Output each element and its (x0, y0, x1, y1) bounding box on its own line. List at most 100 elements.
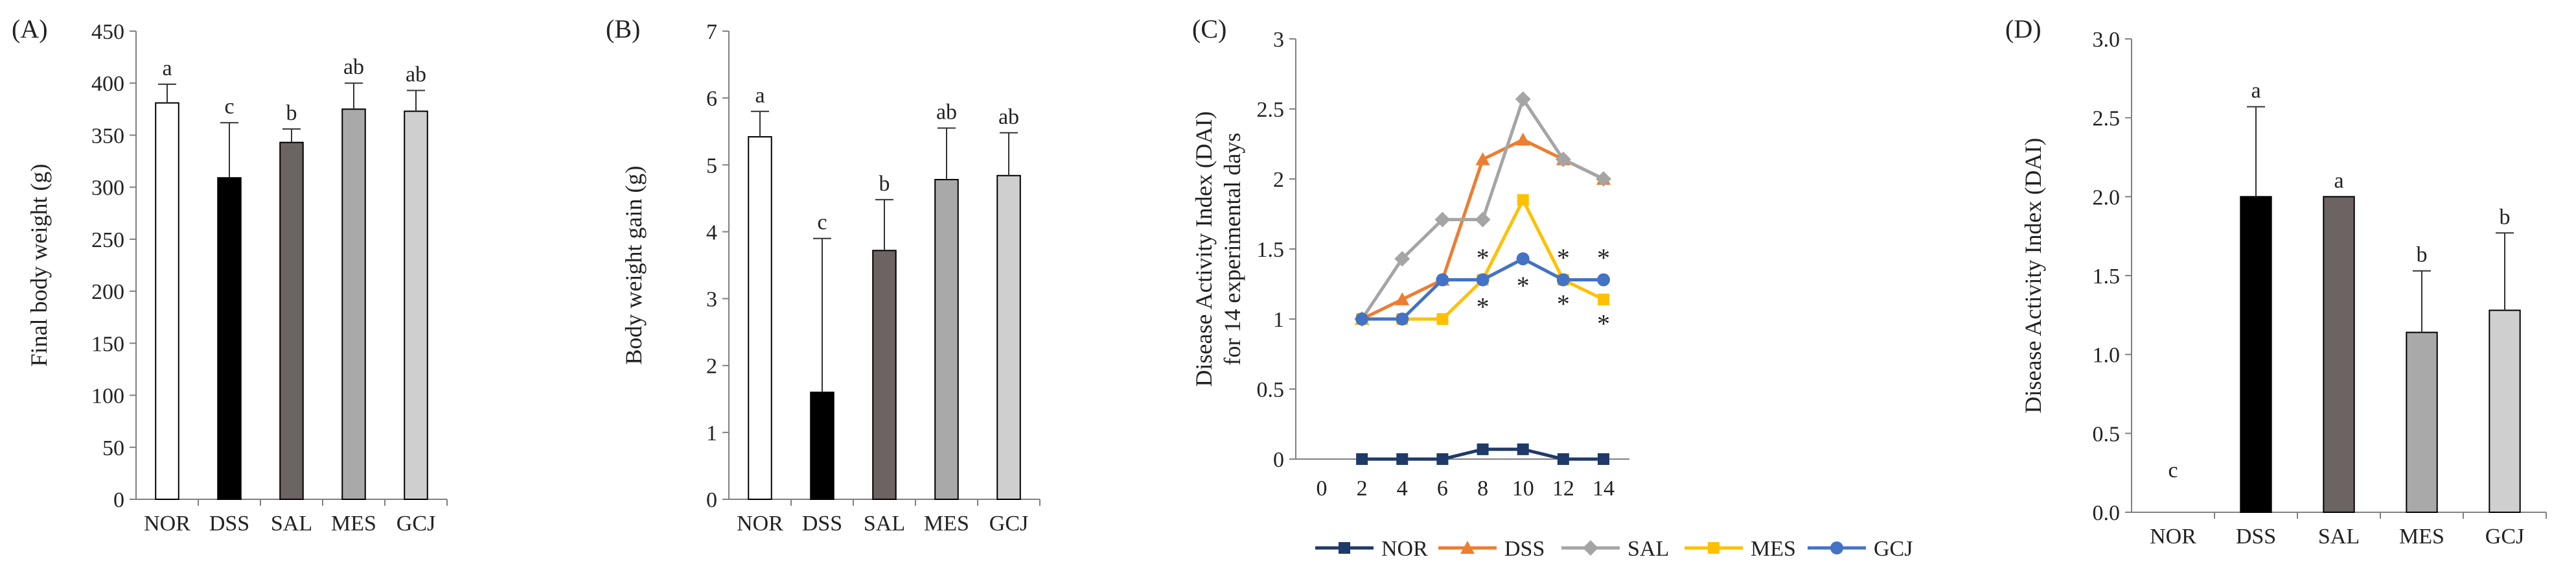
panel-3-marker-nor (1477, 443, 1489, 455)
panel-3-xtick-label: 4 (1397, 477, 1408, 501)
panel-1-bar-gcj (404, 110, 428, 500)
panel-2-ytick-label: 0 (706, 488, 717, 512)
panel-2-xtick-label: DSS (802, 512, 842, 536)
panel-4-letter-sal: a (2334, 169, 2343, 193)
panel-3-xtick-label: 14 (1593, 477, 1615, 501)
panel-2-xtick-label: MES (924, 512, 969, 536)
panel-2-xtick-label: SAL (864, 512, 905, 536)
panel-3-marker-mes (1517, 194, 1529, 206)
panel-1-bar-mes (341, 108, 366, 501)
panel-2-ytick-label: 6 (706, 87, 717, 111)
panel-1-bar-sal (279, 141, 304, 501)
panel-3-significance-star: * (1517, 271, 1530, 300)
panel-1-ytick-label: 150 (91, 332, 124, 356)
panel-3-marker-dss (1475, 152, 1490, 165)
panel-1-ytick-label: 50 (102, 436, 124, 460)
panel-1-letter-mes: ab (343, 55, 364, 79)
panel-4-ytick-label: 1.5 (2093, 265, 2121, 289)
panel-3-marker-gcj (1556, 273, 1570, 287)
panel-1-ytick-label: 400 (91, 72, 124, 96)
panel-3-marker-gcj (1597, 273, 1610, 287)
panel-2-bar-gcj (996, 174, 1021, 500)
panel-3-xtick-label: 10 (1512, 477, 1534, 501)
panel-1-letter-sal: b (286, 101, 297, 125)
panel-3-marker-gcj (1476, 273, 1489, 287)
panel-2-letter-nor: a (755, 84, 765, 108)
panel-1-xtick-label: SAL (271, 512, 312, 536)
panel-4-label: (D) (2005, 14, 2041, 43)
panel-3-legend-label-gcj: GCJ (1874, 537, 1913, 561)
panel-3-significance-star: * (1477, 243, 1489, 272)
panel-2-xtick-label: NOR (737, 512, 783, 536)
panel-3-xtick-label: 6 (1437, 477, 1448, 501)
panel-3-ytick-label: 3 (1273, 28, 1284, 52)
panel-3-label: (C) (1192, 14, 1226, 43)
panel-2-letter-gcj: ab (998, 105, 1019, 129)
panel-1-ytick-label: 350 (91, 124, 124, 148)
panel-1-ytick-label: 200 (91, 280, 124, 304)
panel-3-legend-label-nor: NOR (1381, 537, 1428, 561)
panel-4-letter-nor: c (2168, 458, 2178, 482)
panel-1-xtick-label: MES (331, 512, 376, 536)
panel-4-letter-dss: a (2251, 79, 2260, 103)
panel-3-legend-label-dss: DSS (1504, 537, 1545, 561)
panel-3-ytick-label: 1.5 (1257, 238, 1285, 262)
panel-3-xtick-label: 8 (1477, 477, 1488, 501)
panel-2-ytick-label: 1 (706, 421, 717, 445)
panel-3-marker-nor (1396, 453, 1409, 465)
panel-3-significance-star: * (1477, 292, 1489, 321)
panel-3-marker-nor (1517, 443, 1529, 455)
panel-3-legend-marker-mes (1708, 542, 1719, 554)
panel-3-marker-gcj (1355, 313, 1369, 326)
panel-3-marker-nor (1436, 453, 1449, 465)
panel-3-marker-mes (1598, 293, 1609, 305)
panel-3-legend-marker-nor (1339, 542, 1350, 554)
panel-3-legend-marker-dss (1460, 541, 1475, 554)
panel-4-bar-dss (2240, 196, 2272, 513)
panel-2-letter-sal: b (879, 172, 890, 196)
panel-2-ytick-label: 4 (706, 220, 717, 244)
panel-3-marker-mes (1436, 313, 1449, 325)
panel-4-ylabel: Disease Activity Index (DAI) (2020, 138, 2046, 414)
panel-4-xtick-label: NOR (2150, 525, 2196, 549)
panel-3-marker-gcj (1396, 313, 1409, 326)
panel-4-ytick-label: 2.0 (2093, 185, 2121, 209)
panel-2-letter-mes: ab (936, 101, 957, 124)
panel-3-significance-star: * (1597, 309, 1610, 338)
panel-3-legend-marker-sal (1583, 540, 1598, 556)
panel-3-legend-marker-gcj (1830, 541, 1843, 554)
panel-1-xtick-label: GCJ (397, 512, 435, 536)
panel-1-xtick-label: DSS (209, 512, 249, 536)
panel-1-ytick-label: 100 (91, 385, 124, 409)
panel-3-ytick-label: 1 (1273, 308, 1284, 332)
panel-4-ytick-label: 0.0 (2093, 501, 2121, 525)
panel-1-ylabel: Final body weight (g) (26, 164, 52, 367)
panel-1-letter-gcj: ab (406, 62, 426, 86)
panel-2-ytick-label: 5 (706, 154, 717, 178)
panel-2-xtick-label: GCJ (989, 512, 1028, 536)
panel-2-letter-dss: c (817, 211, 827, 235)
panel-1-label: (A) (12, 14, 48, 43)
panel-4-bar-sal (2323, 196, 2355, 513)
panel-3-marker-gcj (1436, 273, 1449, 287)
panel-3-legend-label-mes: MES (1751, 537, 1796, 561)
panel-3-xtick-label: 0 (1317, 477, 1328, 501)
panel-3-marker-sal (1394, 251, 1410, 267)
panel-2-ytick-label: 2 (706, 355, 717, 379)
panel-3-marker-sal (1555, 151, 1571, 167)
panel-1-ytick-label: 300 (91, 176, 124, 200)
panel-4-ytick-label: 1.0 (2093, 344, 2121, 368)
panel-3-ytick-label: 2 (1273, 168, 1284, 192)
panel-2-ytick-label: 7 (706, 20, 717, 44)
panel-3-marker-sal (1596, 171, 1611, 187)
panel-3-marker-dss (1395, 292, 1410, 305)
panel-1-letter-dss: c (224, 95, 234, 119)
panel-2-ytick-label: 3 (706, 288, 717, 312)
panel-3-significance-star: * (1597, 243, 1610, 272)
panel-2-bar-mes (934, 178, 959, 500)
panel-4-ytick-label: 3.0 (2093, 28, 2121, 52)
panel-1-xtick-label: NOR (144, 512, 190, 536)
panel-4-xtick-label: DSS (2236, 525, 2276, 549)
panel-3-ytick-label: 0 (1273, 448, 1284, 472)
